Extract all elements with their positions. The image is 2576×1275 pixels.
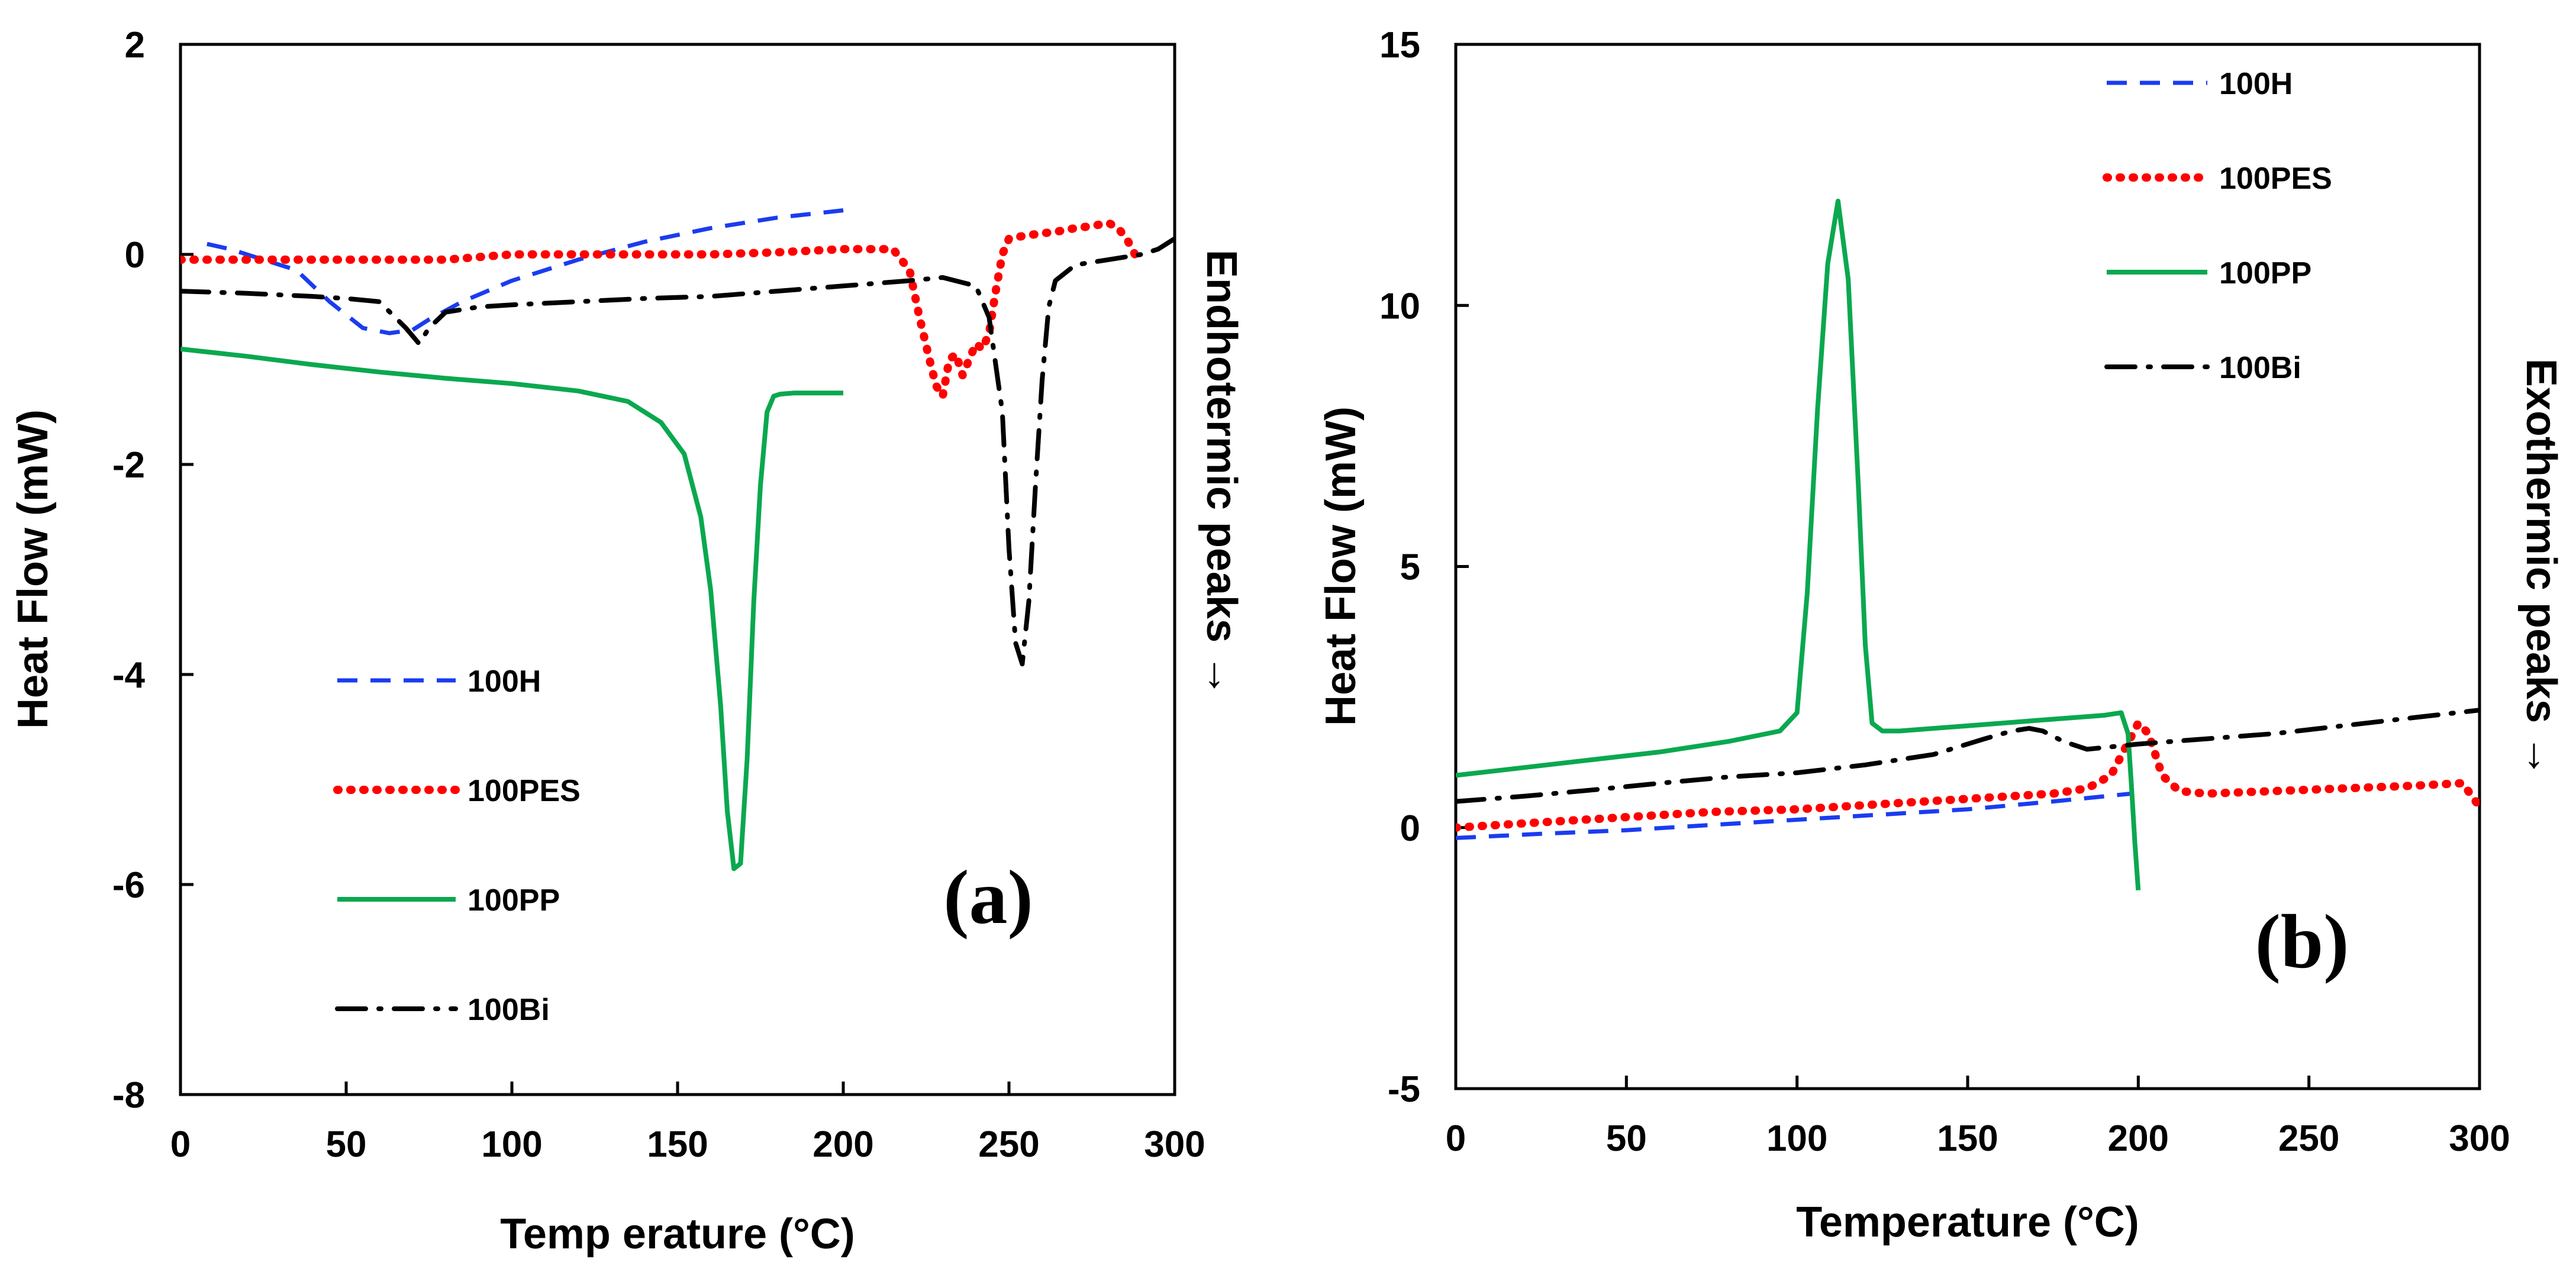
x-tick-label: 250 [2278,1118,2339,1159]
x-axis-label: Temp erature (°C) [500,1211,855,1258]
x-tick-label: 100 [481,1124,542,1165]
peak-direction-label: Endhotermic peaks → [1198,250,1245,697]
legend-label: 100H [468,664,541,699]
series-line-100h [1456,791,2132,840]
x-axis-label: Temperature (°C) [1796,1199,2139,1246]
x-tick-label: 0 [170,1124,191,1165]
series-line-100pes [180,218,1146,401]
series-line-100pp [180,346,843,871]
panel-label: (a) [943,855,1033,940]
x-tick-label: 50 [1606,1118,1647,1159]
panel-label: (b) [2255,899,2349,985]
y-tick-label: -8 [112,1075,145,1116]
x-tick-label: 150 [1937,1118,1998,1159]
y-tick-label: 0 [125,235,145,276]
series-line-100h [207,208,844,335]
x-tick-label: 100 [1766,1118,1827,1159]
x-tick-label: 0 [1446,1118,1466,1159]
x-tick-label: 250 [978,1124,1039,1165]
y-tick-label: 2 [125,25,145,66]
legend-label: 100H [2219,67,2293,101]
y-tick-label: -6 [112,865,145,906]
series-line-100bi [1456,708,2480,804]
y-axis-label: Heat Flow (mW) [9,409,57,729]
x-tick-label: 300 [1144,1124,1205,1165]
series-line-100bi [180,236,1175,667]
series-line-100pp [1456,198,2141,890]
legend-label: 100Bi [2219,351,2301,385]
y-tick-label: 5 [1400,547,1420,588]
legend-label: 100PP [468,883,560,918]
legend-label: 100PES [468,774,581,808]
x-tick-label: 150 [647,1124,708,1165]
y-tick-label: -2 [112,445,145,486]
legend: 100H 100PES 100PP 100Bi [2103,67,2332,385]
series-group [1456,198,2480,890]
y-tick-label: 0 [1400,808,1420,849]
series-line-100pes [1456,719,2480,832]
y-tick-label: -5 [1388,1069,1420,1110]
x-tick-label: 200 [813,1124,873,1165]
y-axis-label: Heat Flow (mW) [1317,406,1365,726]
x-tick-label: 200 [2108,1118,2169,1159]
series-group [180,208,1175,871]
y-tick-label: 15 [1379,25,1420,66]
chart-panel-a: 2 0 -2 -4 -6 -8 0 50 100 150 200 250 300 Temp erature… [9,25,1245,1258]
legend-label: 100Bi [468,993,550,1027]
y-tick-label: -4 [112,655,146,696]
peak-direction-label: Exothermic peaks → [2517,359,2565,777]
legend: 100H 100PES 100PP 100Bi [333,664,581,1027]
x-tick-label: 300 [2449,1118,2510,1159]
x-tick-label: 50 [326,1124,367,1165]
legend-label: 100PP [2219,256,2311,290]
legend-label: 100PES [2219,162,2332,196]
y-tick-label: 10 [1379,286,1420,327]
